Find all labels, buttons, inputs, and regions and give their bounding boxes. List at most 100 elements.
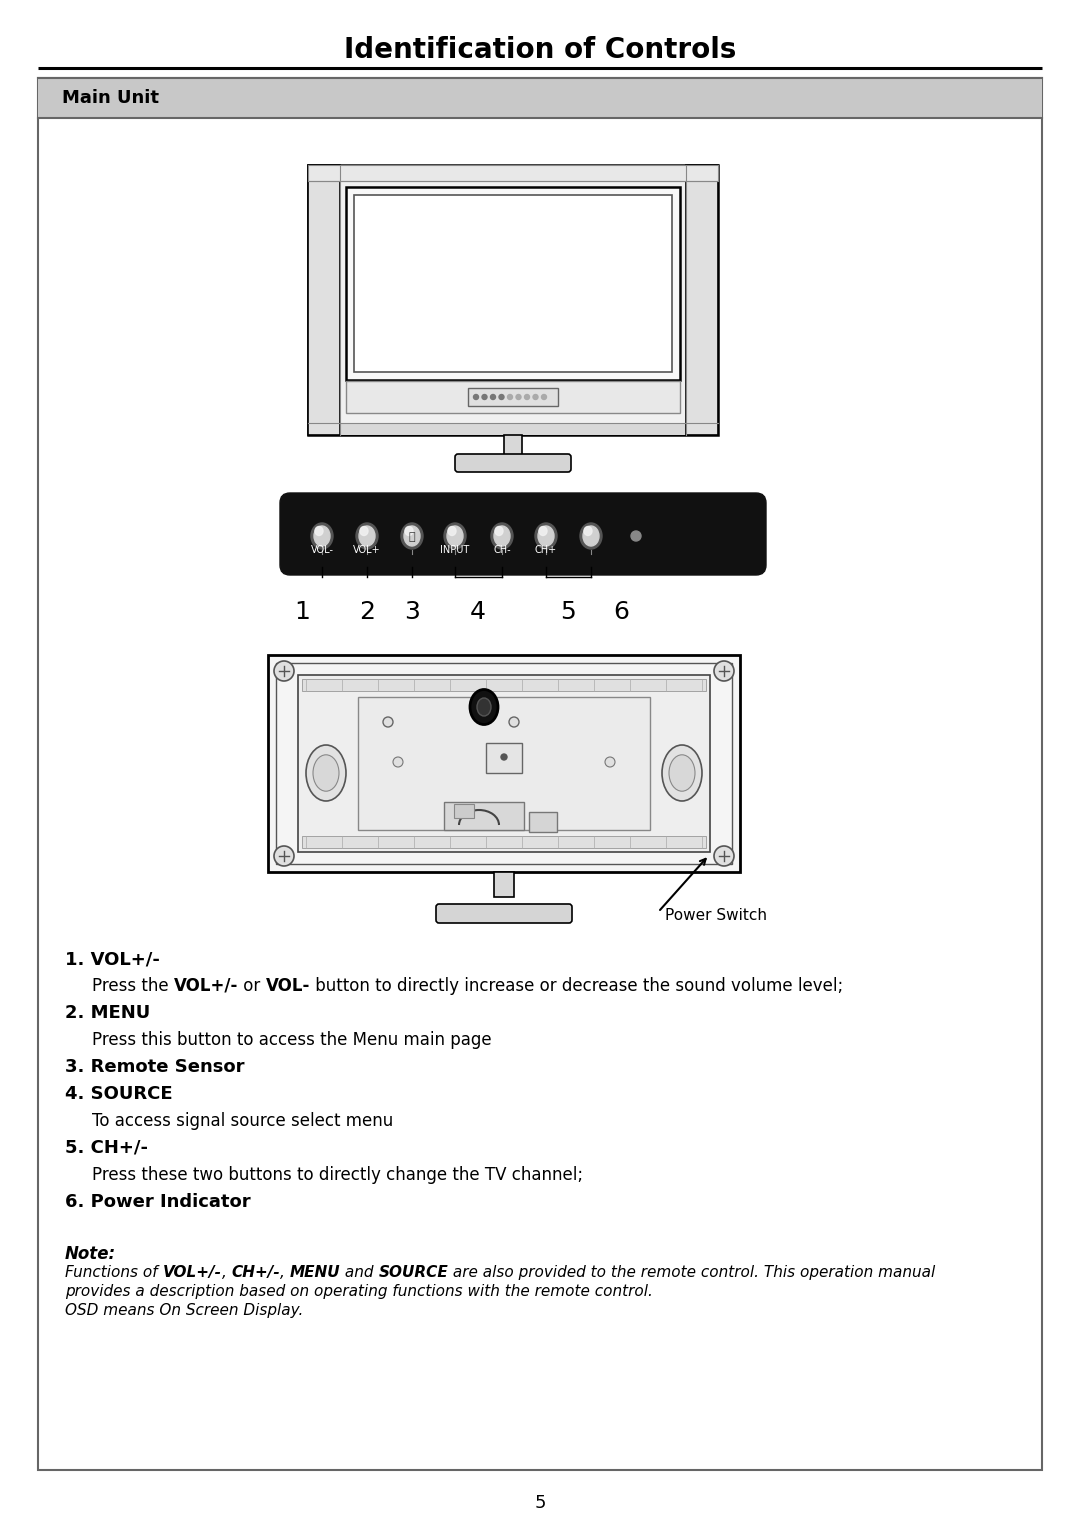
Circle shape bbox=[631, 531, 642, 541]
Text: 3: 3 bbox=[404, 600, 420, 625]
Ellipse shape bbox=[315, 527, 323, 536]
Text: INPUT: INPUT bbox=[441, 545, 470, 554]
Text: 5. CH+/-: 5. CH+/- bbox=[65, 1139, 148, 1157]
Circle shape bbox=[516, 394, 521, 400]
Circle shape bbox=[714, 661, 734, 681]
Circle shape bbox=[605, 757, 615, 767]
Text: CH+/-: CH+/- bbox=[231, 1264, 280, 1280]
FancyBboxPatch shape bbox=[455, 454, 571, 472]
Bar bbox=[298, 675, 710, 852]
Text: 3. Remote Sensor: 3. Remote Sensor bbox=[65, 1058, 244, 1077]
Text: Note:: Note: bbox=[65, 1245, 117, 1263]
Circle shape bbox=[482, 394, 487, 400]
Circle shape bbox=[473, 394, 478, 400]
Text: 5: 5 bbox=[561, 600, 576, 625]
Ellipse shape bbox=[539, 527, 546, 536]
Bar bbox=[504, 435, 522, 457]
Bar bbox=[494, 872, 514, 896]
Text: Press these two buttons to directly change the TV channel;: Press these two buttons to directly chan… bbox=[92, 1167, 583, 1183]
Text: VOL+: VOL+ bbox=[353, 545, 381, 554]
Ellipse shape bbox=[584, 527, 592, 536]
Text: 6. Power Indicator: 6. Power Indicator bbox=[65, 1193, 251, 1211]
Ellipse shape bbox=[356, 524, 378, 550]
Ellipse shape bbox=[477, 698, 491, 716]
Circle shape bbox=[525, 394, 529, 400]
Circle shape bbox=[508, 394, 513, 400]
Circle shape bbox=[490, 394, 496, 400]
Bar bbox=[308, 165, 718, 182]
Bar bbox=[346, 186, 680, 380]
Text: 5: 5 bbox=[535, 1493, 545, 1512]
Text: CH+: CH+ bbox=[535, 545, 557, 554]
Ellipse shape bbox=[444, 524, 465, 550]
Circle shape bbox=[499, 394, 504, 400]
Text: Functions of: Functions of bbox=[65, 1264, 162, 1280]
Ellipse shape bbox=[360, 527, 368, 536]
Ellipse shape bbox=[401, 524, 423, 550]
Ellipse shape bbox=[662, 745, 702, 802]
Text: Identification of Controls: Identification of Controls bbox=[343, 37, 737, 64]
Bar bbox=[268, 655, 740, 872]
Text: ⏻: ⏻ bbox=[408, 531, 416, 542]
Circle shape bbox=[534, 394, 538, 400]
Bar bbox=[354, 195, 672, 373]
Text: button to directly increase or decrease the sound volume level;: button to directly increase or decrease … bbox=[310, 977, 843, 996]
Ellipse shape bbox=[669, 754, 696, 791]
Text: Press the: Press the bbox=[92, 977, 174, 996]
Bar bbox=[454, 805, 474, 818]
Ellipse shape bbox=[314, 525, 330, 547]
Text: 4. SOURCE: 4. SOURCE bbox=[65, 1086, 173, 1102]
Bar bbox=[276, 663, 732, 864]
Ellipse shape bbox=[538, 525, 554, 547]
Text: VOL-: VOL- bbox=[311, 545, 334, 554]
Ellipse shape bbox=[491, 524, 513, 550]
Text: 4: 4 bbox=[470, 600, 486, 625]
Ellipse shape bbox=[535, 524, 557, 550]
Text: are also provided to the remote control. This operation manual: are also provided to the remote control.… bbox=[448, 1264, 935, 1280]
Ellipse shape bbox=[359, 525, 375, 547]
Text: 1. VOL+/-: 1. VOL+/- bbox=[65, 950, 160, 968]
Text: OSD means On Screen Display.: OSD means On Screen Display. bbox=[65, 1303, 303, 1318]
Circle shape bbox=[541, 394, 546, 400]
Ellipse shape bbox=[580, 524, 602, 550]
Text: MENU: MENU bbox=[289, 1264, 340, 1280]
Text: Power Switch: Power Switch bbox=[665, 909, 767, 924]
Text: VOL+/-: VOL+/- bbox=[162, 1264, 221, 1280]
Text: Press this button to access the Menu main page: Press this button to access the Menu mai… bbox=[92, 1031, 491, 1049]
Ellipse shape bbox=[448, 527, 456, 536]
Text: and: and bbox=[340, 1264, 379, 1280]
Text: VOL-: VOL- bbox=[266, 977, 310, 996]
Ellipse shape bbox=[494, 525, 510, 547]
FancyBboxPatch shape bbox=[280, 493, 766, 576]
Ellipse shape bbox=[447, 525, 463, 547]
Text: Main Unit: Main Unit bbox=[62, 89, 159, 107]
Bar bbox=[686, 165, 718, 435]
Ellipse shape bbox=[311, 524, 333, 550]
Circle shape bbox=[509, 718, 519, 727]
Text: ,: , bbox=[221, 1264, 231, 1280]
Circle shape bbox=[501, 754, 507, 760]
FancyBboxPatch shape bbox=[436, 904, 572, 922]
Text: ,: , bbox=[280, 1264, 289, 1280]
Text: or: or bbox=[239, 977, 266, 996]
Ellipse shape bbox=[306, 745, 346, 802]
Circle shape bbox=[274, 846, 294, 866]
Ellipse shape bbox=[583, 525, 599, 547]
Text: 2: 2 bbox=[359, 600, 375, 625]
Bar bbox=[38, 78, 1042, 118]
Ellipse shape bbox=[404, 525, 420, 547]
Circle shape bbox=[714, 846, 734, 866]
Ellipse shape bbox=[470, 690, 498, 724]
Text: 2. MENU: 2. MENU bbox=[65, 1003, 150, 1022]
Bar bbox=[302, 680, 706, 692]
Text: CH-: CH- bbox=[494, 545, 511, 554]
Bar bbox=[308, 165, 718, 435]
Circle shape bbox=[383, 718, 393, 727]
Circle shape bbox=[393, 757, 403, 767]
Ellipse shape bbox=[405, 527, 413, 536]
Bar bbox=[357, 696, 650, 831]
FancyBboxPatch shape bbox=[468, 388, 558, 406]
Bar bbox=[346, 382, 680, 412]
Ellipse shape bbox=[495, 527, 503, 536]
Bar bbox=[302, 835, 706, 847]
